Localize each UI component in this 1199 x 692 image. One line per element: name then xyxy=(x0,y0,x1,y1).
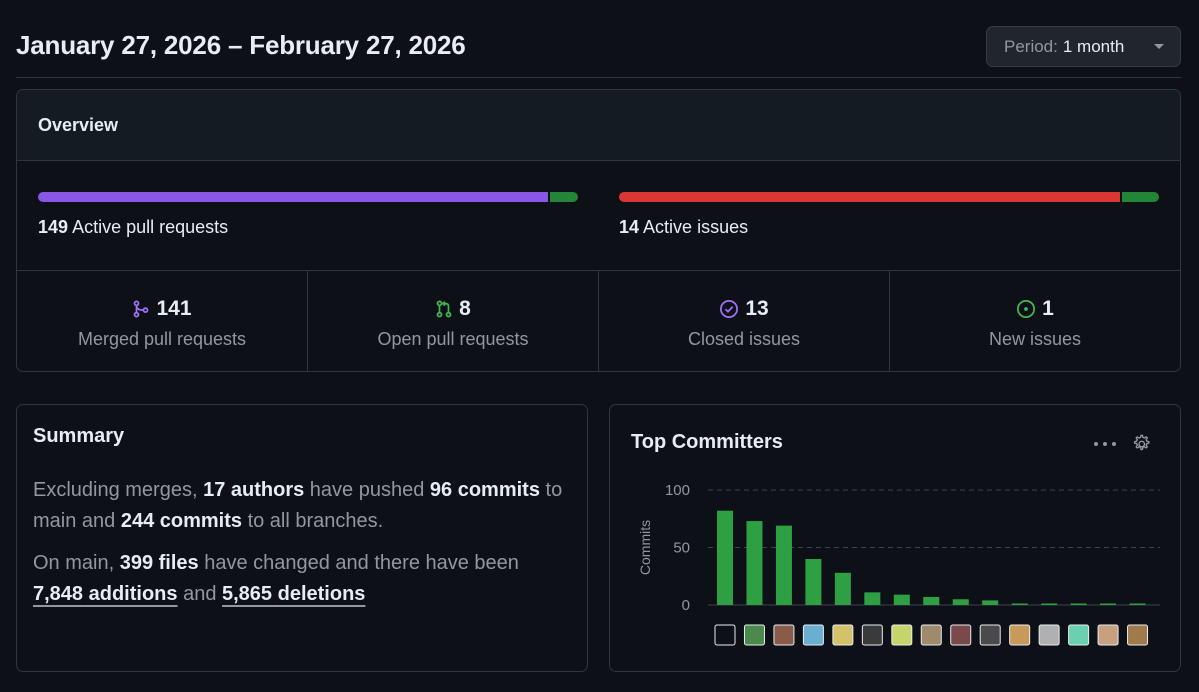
bar-c15 xyxy=(1129,603,1146,605)
active-pr-count: 149 xyxy=(38,217,69,237)
more-options-icon[interactable] xyxy=(1092,435,1118,453)
merged-label: Merged pull requests xyxy=(77,329,247,349)
summary-text: On main, xyxy=(33,552,120,574)
summary-text: to main and xyxy=(33,479,563,532)
committer-avatar[interactable] xyxy=(1097,624,1119,646)
deletions-count: 5,865 xyxy=(222,583,273,605)
summary-text: have changed and there have been xyxy=(198,552,519,574)
chevron-down-icon xyxy=(1154,44,1164,49)
merge-icon xyxy=(134,300,149,318)
additions-word: additions xyxy=(83,583,178,605)
bar-c7 xyxy=(893,594,910,605)
bar-c3 xyxy=(775,525,792,605)
top-committers-chart: Commits 0 50 100 xyxy=(637,482,1160,646)
active-pull-requests-label: 149 Active pull requests xyxy=(38,217,228,238)
summary-panel: Summary Excluding merges, 17 authors hav… xyxy=(16,404,588,672)
y-tick-label: 0 xyxy=(682,597,690,614)
summary-text: and xyxy=(177,583,222,605)
committer-avatar[interactable] xyxy=(773,624,795,646)
closed-issues-count: 13 xyxy=(745,297,769,320)
bar-c9 xyxy=(952,599,969,605)
committer-avatar[interactable] xyxy=(1127,624,1149,646)
open-segment xyxy=(550,192,578,202)
active-issues-count: 14 xyxy=(619,217,640,237)
check-circle-icon xyxy=(720,300,739,318)
open-pr-label: Open pull requests xyxy=(377,329,529,349)
closed-issues-label: Closed issues xyxy=(687,329,801,349)
authors-count: 17 authors xyxy=(203,479,305,501)
main-commits-count: 96 commits xyxy=(429,479,540,501)
all-commits-count: 244 commits xyxy=(120,510,243,532)
pull-request-ratio-bar xyxy=(38,192,578,202)
page-header: January 27, 2026 – February 27, 2026 Per… xyxy=(16,24,1181,78)
committer-avatar[interactable] xyxy=(714,624,736,646)
stat-closed-issues[interactable]: 13 Closed issues xyxy=(599,271,890,371)
y-axis-label: Commits xyxy=(637,520,653,575)
stat-merged-pull-requests[interactable]: 141 Merged pull requests xyxy=(17,271,308,371)
bar-c10 xyxy=(982,600,999,605)
open-pr-count: 8 xyxy=(459,297,471,320)
deletions-word: deletions xyxy=(272,583,366,605)
merged-count: 141 xyxy=(156,297,192,320)
issue-ratio-bar xyxy=(619,192,1159,202)
new-issues-count: 1 xyxy=(1042,297,1054,320)
summary-text: have pushed xyxy=(304,479,430,501)
top-committers-panel: Top Committers Commits 0 50 100 xyxy=(609,404,1181,672)
active-issues-text: Active issues xyxy=(643,217,749,237)
additions-link[interactable]: 7,848 additions xyxy=(33,583,178,605)
stat-new-issues[interactable]: 1 New issues xyxy=(890,271,1180,371)
summary-text: Excluding merges, xyxy=(33,479,204,501)
bar-c1 xyxy=(717,510,733,605)
period-dropdown[interactable]: Period: 1 month xyxy=(986,26,1181,67)
period-value: 1 month xyxy=(1062,36,1125,56)
y-tick-label: 50 xyxy=(673,540,690,557)
new-segment xyxy=(1122,192,1159,202)
active-pr-text: Active pull requests xyxy=(72,217,229,237)
additions-count: 7,848 xyxy=(33,583,84,605)
bar-c5 xyxy=(834,572,851,605)
overview-bars: 149 Active pull requests 14 Active issue… xyxy=(17,161,1180,271)
new-issues-label: New issues xyxy=(988,329,1082,349)
bar-c6 xyxy=(864,592,881,605)
bar-c8 xyxy=(923,596,940,605)
pull-request-icon xyxy=(436,300,452,318)
issue-opened-icon xyxy=(1017,300,1036,318)
overview-title: Overview xyxy=(17,90,1180,161)
stat-open-pull-requests[interactable]: 8 Open pull requests xyxy=(308,271,599,371)
merged-segment xyxy=(38,192,549,202)
period-prefix: Period: xyxy=(1004,36,1058,56)
summary-title: Summary xyxy=(33,425,125,447)
top-committers-title: Top Committers xyxy=(631,431,783,453)
gear-icon[interactable] xyxy=(1130,433,1152,455)
committer-avatar[interactable] xyxy=(1038,624,1060,646)
closed-segment xyxy=(619,192,1121,202)
files-changed-count: 399 files xyxy=(119,552,199,574)
overview-stats: 141 Merged pull requests 8 Open pull req… xyxy=(17,271,1180,371)
active-issues-label: 14 Active issues xyxy=(619,217,748,238)
bar-c2 xyxy=(746,521,763,605)
committer-avatar[interactable] xyxy=(802,624,824,646)
bar-c13 xyxy=(1070,603,1087,605)
overview-panel: Overview 149 Active pull requests 14 Act… xyxy=(16,89,1181,372)
committer-avatar[interactable] xyxy=(950,624,972,646)
bar-c14 xyxy=(1100,603,1117,605)
summary-text: to all branches. xyxy=(242,510,384,532)
committer-avatar[interactable] xyxy=(743,624,765,646)
committer-avatar[interactable] xyxy=(920,624,942,646)
y-tick-label: 100 xyxy=(665,482,690,499)
summary-commits-text: Excluding merges, 17 authors have pushed… xyxy=(33,475,571,537)
committer-avatar[interactable] xyxy=(861,624,883,646)
date-range-title: January 27, 2026 – February 27, 2026 xyxy=(16,30,466,60)
committer-avatar[interactable] xyxy=(979,624,1001,646)
committer-avatar[interactable] xyxy=(1068,624,1090,646)
committer-avatar[interactable] xyxy=(891,624,913,646)
bar-c12 xyxy=(1041,603,1058,605)
committer-avatar[interactable] xyxy=(832,624,854,646)
bar-c4 xyxy=(805,559,822,605)
committer-avatar[interactable] xyxy=(1009,624,1031,646)
deletions-link[interactable]: 5,865 deletions xyxy=(222,583,365,605)
summary-changes-text: On main, 399 files have changed and ther… xyxy=(33,548,571,610)
bar-c11 xyxy=(1011,603,1028,605)
